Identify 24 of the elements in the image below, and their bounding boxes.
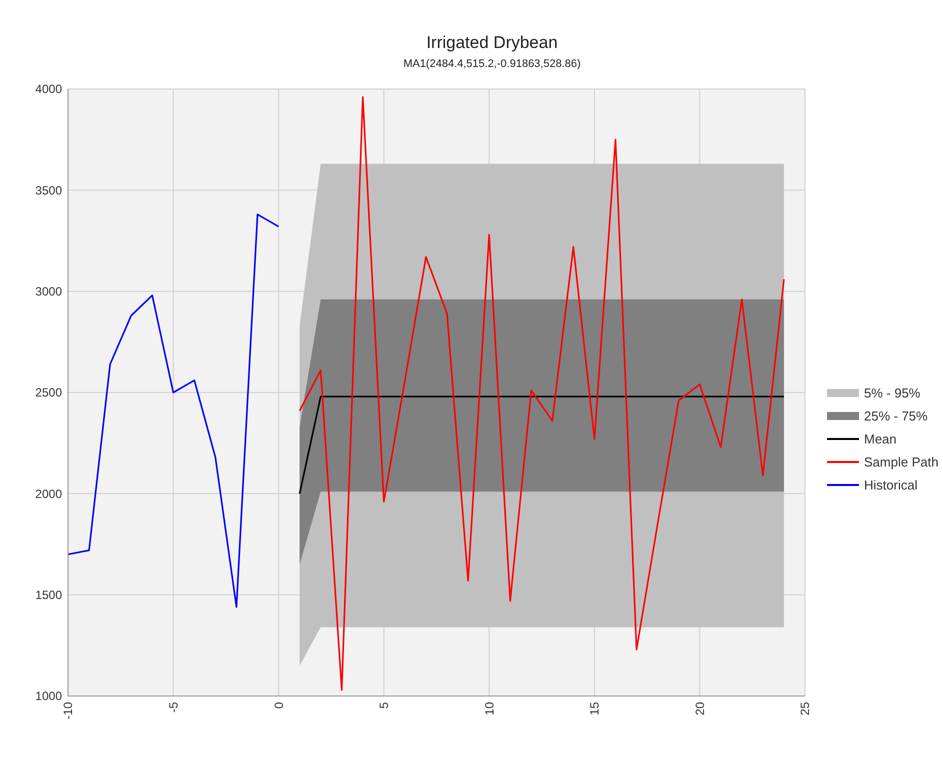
chart-subtitle: MA1(2484.4,515.2,-0.91863,528.86) xyxy=(403,58,581,70)
chart-title: Irrigated Drybean xyxy=(426,33,558,52)
legend-label: Mean xyxy=(864,432,897,447)
x-tick-label: -10 xyxy=(61,702,76,720)
y-tick-label: 2000 xyxy=(35,486,62,501)
y-tick-label: 3500 xyxy=(35,183,62,198)
legend-label: Historical xyxy=(864,478,918,493)
line-series xyxy=(298,96,785,691)
y-tick-label: 3000 xyxy=(35,284,62,299)
y-tick-label: 2500 xyxy=(35,386,62,400)
x-tick-label: -5 xyxy=(166,702,180,713)
x-tick-label: 0 xyxy=(272,702,286,709)
line-series xyxy=(67,214,280,608)
y-tick-label: 4000 xyxy=(35,82,62,96)
x-tick-label: 10 xyxy=(482,702,496,716)
x-tick-label: 25 xyxy=(798,702,812,716)
x-tick-label: 5 xyxy=(377,702,392,709)
legend-label: Sample Path xyxy=(864,454,938,470)
y-tick-label: 1000 xyxy=(35,689,62,704)
y-tick-label: 1500 xyxy=(35,588,62,602)
x-tick-label: 15 xyxy=(588,702,602,716)
legend-label: 5% - 95% xyxy=(864,386,921,401)
legend-label: 25% - 75% xyxy=(864,408,928,424)
x-tick-label: 20 xyxy=(692,702,707,716)
